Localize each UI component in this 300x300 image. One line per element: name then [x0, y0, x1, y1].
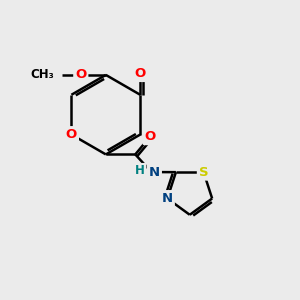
- Text: O: O: [144, 130, 156, 143]
- Text: O: O: [75, 68, 86, 81]
- Text: CH₃: CH₃: [31, 68, 54, 81]
- Text: H: H: [135, 164, 145, 177]
- Text: N: N: [149, 166, 160, 178]
- Text: O: O: [135, 67, 146, 80]
- Text: N: N: [162, 192, 173, 205]
- Text: O: O: [66, 128, 77, 141]
- Text: S: S: [199, 166, 208, 179]
